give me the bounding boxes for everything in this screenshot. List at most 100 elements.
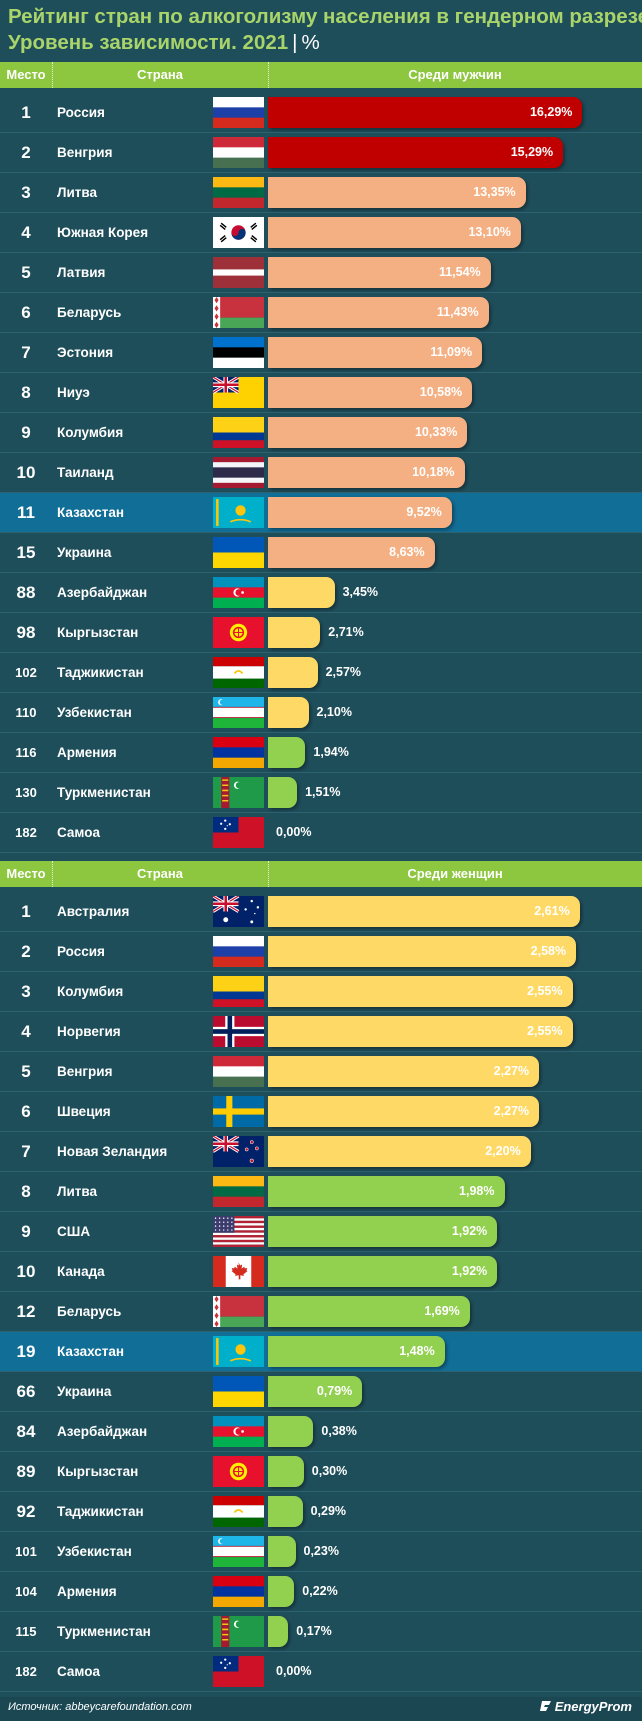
data-label: 2,57%: [325, 665, 362, 679]
table-row: 115 Туркменистан 0,17%: [0, 1612, 642, 1652]
row-place: 110: [15, 705, 37, 720]
row-place: 9: [21, 423, 31, 442]
flag-armenia-icon: [213, 1576, 264, 1607]
bar: [268, 1376, 363, 1407]
table-row: 6 Беларусь 11,43%: [0, 293, 642, 333]
header-country: Страна: [136, 866, 183, 881]
bar: [268, 976, 573, 1007]
row-country: Таиланд: [57, 465, 114, 480]
table-row: 84 Азербайджан 0,38%: [0, 1412, 642, 1452]
row-place: 89: [16, 1462, 36, 1481]
flag-colombia-icon: [213, 976, 264, 1007]
row-country: Кыргызстан: [57, 1464, 139, 1479]
row-place: 2: [21, 143, 31, 162]
row-country: Украина: [57, 1384, 112, 1399]
flag-kazakhstan-icon: [213, 1336, 264, 1367]
bar-cell: 2,71%: [268, 613, 642, 652]
data-label: 0,22%: [302, 1584, 338, 1598]
table-row: 66 Украина 0,79%: [0, 1372, 642, 1412]
flag-kyrgyzstan-icon: [213, 1456, 264, 1487]
flag-ukraine-icon: [213, 537, 264, 568]
row-country: Латвия: [57, 265, 106, 280]
row-country: Канада: [57, 1264, 105, 1279]
data-label: 3,45%: [342, 585, 379, 599]
row-place: 19: [16, 1342, 36, 1361]
flag-kyrgyzstan-icon: [213, 617, 264, 648]
flag-samoa-icon: [213, 1656, 264, 1687]
flag-uzbekistan-icon: [213, 1536, 264, 1567]
row-country: Норвегия: [57, 1024, 121, 1039]
table-row: 3 Литва 13,35%: [0, 173, 642, 213]
bar-cell: 0,29%: [268, 1492, 642, 1531]
row-place: 8: [21, 1182, 31, 1201]
bar: [268, 1576, 295, 1607]
table-row: 101 Узбекистан 0,23%: [0, 1532, 642, 1572]
bar-cell: 0,00%: [268, 1652, 642, 1691]
bar-cell: 2,20%: [268, 1132, 642, 1171]
flag-south-korea-icon: [213, 217, 264, 248]
flag-uzbekistan-icon: [213, 697, 264, 728]
bar: [268, 1096, 540, 1127]
data-label: 9,52%: [406, 505, 442, 519]
women-chart: 1 Австралия 2,61% 2 Россия 2,58% 3 Колумбия 2,55…: [0, 892, 642, 1692]
table-row: 2 Венгрия 15,29%: [0, 133, 642, 173]
row-country: Кыргызстан: [57, 625, 139, 640]
bar-cell: 1,69%: [268, 1292, 642, 1331]
data-label: 13,10%: [468, 225, 511, 239]
data-label: 1,69%: [424, 1304, 460, 1318]
row-country: Армения: [57, 1584, 117, 1599]
bar-cell: 1,94%: [268, 733, 642, 772]
table-row: 10 Таиланд 10,18%: [0, 453, 642, 493]
header-men-value: Среди мужчин: [408, 67, 502, 82]
bar: [268, 1216, 498, 1247]
row-country: Россия: [57, 105, 105, 120]
title-line-2: Уровень зависимости. 2021 |%: [8, 30, 638, 56]
bar: [268, 137, 564, 168]
bar-cell: 9,52%: [268, 493, 642, 532]
bar: [268, 657, 318, 688]
table-row: 182 Самоа 0,00%: [0, 1652, 642, 1692]
row-place: 101: [15, 1544, 37, 1559]
bar: [268, 217, 521, 248]
data-label: 0,38%: [321, 1424, 357, 1438]
bar-cell: 2,58%: [268, 932, 642, 971]
bar-cell: 1,51%: [268, 773, 642, 812]
row-place: 1: [21, 902, 31, 921]
bar: [268, 936, 577, 967]
row-place: 3: [21, 982, 31, 1001]
bar: [268, 697, 309, 728]
bar-cell: 10,18%: [268, 453, 642, 492]
bar-cell: 1,92%: [268, 1212, 642, 1251]
table-row: 104 Армения 0,22%: [0, 1572, 642, 1612]
row-place: 6: [21, 1102, 31, 1121]
bar: [268, 337, 483, 368]
row-country: Туркменистан: [57, 785, 151, 800]
bar-cell: 13,10%: [268, 213, 642, 252]
header-women-value: Среди женщин: [407, 866, 503, 881]
flag-niue-icon: [213, 377, 264, 408]
bar: [268, 1056, 540, 1087]
flag-colombia-icon: [213, 417, 264, 448]
bar-cell: 3,45%: [268, 573, 642, 612]
flag-belarus-icon: [213, 1296, 264, 1327]
table-row: 10 Канада 1,92%: [0, 1252, 642, 1292]
row-country: Россия: [57, 944, 105, 959]
data-label: 10,58%: [419, 385, 463, 399]
bar-cell: 0,30%: [268, 1452, 642, 1491]
flag-turkmenistan-icon: [213, 1616, 264, 1647]
flag-russia-icon: [213, 936, 264, 967]
row-place: 88: [16, 583, 36, 602]
bar-cell: 2,27%: [268, 1092, 642, 1131]
flag-armenia-icon: [213, 737, 264, 768]
row-place: 7: [21, 1142, 31, 1161]
bar-cell: 2,10%: [268, 693, 642, 732]
row-country: Австралия: [57, 904, 130, 919]
flag-samoa-icon: [213, 817, 264, 848]
data-label: 2,27%: [493, 1104, 530, 1118]
women-table-header: Место Страна Среди женщин: [0, 861, 642, 887]
data-label: 1,94%: [313, 745, 349, 759]
data-label: 0,17%: [296, 1624, 332, 1638]
data-label: 2,71%: [328, 625, 364, 639]
table-row: 9 США 1,92%: [0, 1212, 642, 1252]
men-chart: 1 Россия 16,29% 2 Венгрия 15,29% 3 Литва 13,35% 4…: [0, 93, 642, 853]
